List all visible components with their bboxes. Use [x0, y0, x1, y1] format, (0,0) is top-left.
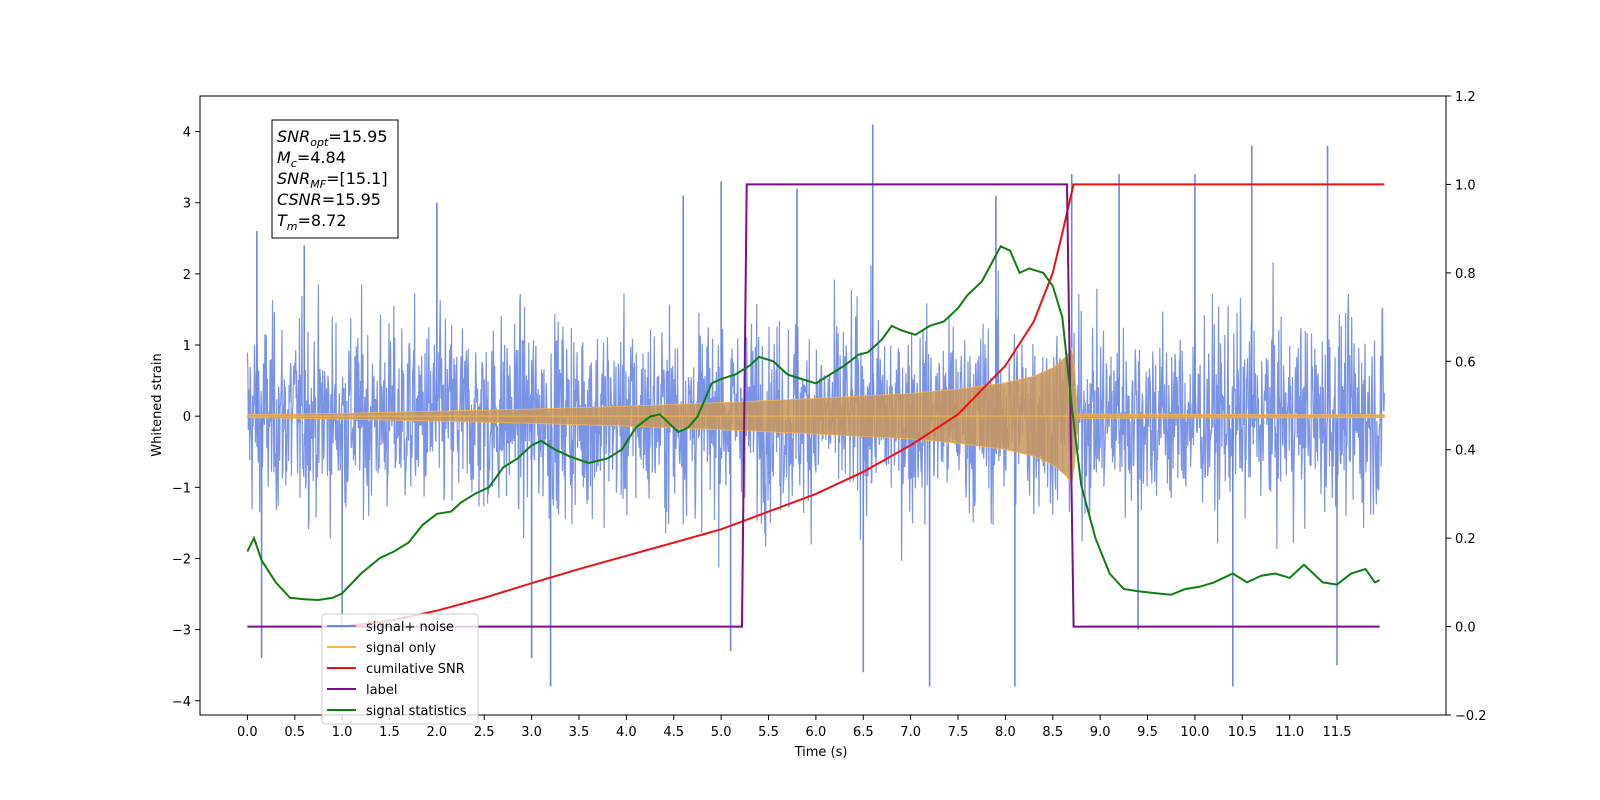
legend-label: signal only	[366, 641, 436, 656]
x-tick-label: 2.5	[474, 725, 495, 740]
x-tick-label: 1.5	[379, 725, 400, 740]
x-tick-label: 3.5	[569, 725, 590, 740]
y-tick-label: −3	[172, 624, 191, 639]
legend-label: signal statistics	[366, 704, 467, 719]
y2-tick-label: 0.4	[1455, 444, 1476, 459]
x-axis-label: Time (s)	[794, 745, 848, 760]
x-tick-label: 1.0	[332, 725, 353, 740]
y-axis-left: 4 3 2 1 0 −1 −2 −3 −4	[172, 126, 200, 710]
y2-tick-label: 0.8	[1455, 267, 1476, 282]
x-tick-label: 4.0	[616, 725, 637, 740]
x-tick-label: 3.0	[521, 725, 542, 740]
y2-tick-label: 0.6	[1455, 355, 1476, 370]
x-tick-label: 11.5	[1323, 725, 1352, 740]
x-tick-label: 10.0	[1180, 725, 1209, 740]
x-tick-label: 11.0	[1275, 725, 1304, 740]
x-tick-label: 10.5	[1228, 725, 1257, 740]
x-tick-label: 5.5	[758, 725, 779, 740]
label-line	[247, 183, 1380, 628]
y-tick-label: 4	[183, 126, 191, 141]
x-axis: 0.0 0.5 1.0 1.5 2.0 2.5 3.0 3.5 4.0 4.5 5.0 5.5 6.0 6…	[237, 715, 1352, 740]
y2-tick-label: 0.2	[1455, 532, 1476, 547]
y2-tick-label: 0.0	[1455, 621, 1476, 636]
legend-label: cumilative SNR	[366, 662, 465, 677]
annotation-line: Tm=8.72	[277, 211, 347, 233]
y2-tick-label: −0.2	[1455, 709, 1487, 724]
x-tick-label: 9.0	[1090, 725, 1111, 740]
annotation-line: SNRMF=[15.1]	[277, 169, 388, 191]
x-tick-label: 7.0	[900, 725, 921, 740]
y-axis-right: 1.2 1.0 0.8 0.6 0.4 0.2 0.0 −0.2	[1446, 90, 1487, 724]
annotation-line: SNRopt=15.95	[277, 127, 388, 149]
plot-frame	[199, 95, 1447, 716]
annotation-line: Mc=4.84	[277, 148, 346, 170]
x-tick-label: 0.5	[284, 725, 305, 740]
x-tick-label: 0.0	[237, 725, 258, 740]
x-tick-label: 9.5	[1137, 725, 1158, 740]
signal-statistics-series	[246, 244, 1381, 602]
x-tick-label: 4.5	[663, 725, 684, 740]
y-tick-label: −2	[172, 552, 191, 567]
signal-series	[247, 346, 1385, 486]
noise-series	[246, 124, 1385, 687]
x-tick-label: 6.5	[853, 725, 874, 740]
stats-line	[246, 244, 1381, 602]
y-axis-label: Whitened strain	[150, 353, 165, 456]
x-tick-label: 8.0	[995, 725, 1016, 740]
y-tick-label: 0	[183, 410, 191, 425]
y-tick-label: 3	[183, 197, 191, 212]
x-tick-label: 6.0	[806, 725, 827, 740]
x-tick-label: 8.5	[1042, 725, 1063, 740]
legend-label: label	[366, 683, 397, 698]
y2-tick-label: 1.2	[1455, 90, 1476, 105]
legend: signal+ noise signal only cumilative SNR la…	[321, 613, 479, 725]
y-tick-label: −1	[172, 481, 191, 496]
y2-tick-label: 1.0	[1455, 178, 1476, 193]
x-tick-label: 7.5	[948, 725, 969, 740]
label-series	[247, 183, 1380, 628]
y-tick-label: 1	[183, 339, 191, 354]
y-tick-label: 2	[183, 268, 191, 283]
x-tick-label: 5.0	[711, 725, 732, 740]
annotation-box: SNRopt=15.95Mc=4.84SNRMF=[15.1]CSNR=15.9…	[271, 119, 399, 239]
annotation-line: CSNR=15.95	[277, 190, 381, 209]
y-tick-label: −4	[172, 695, 191, 710]
legend-label: signal+ noise	[366, 620, 454, 635]
x-tick-label: 2.0	[427, 725, 448, 740]
